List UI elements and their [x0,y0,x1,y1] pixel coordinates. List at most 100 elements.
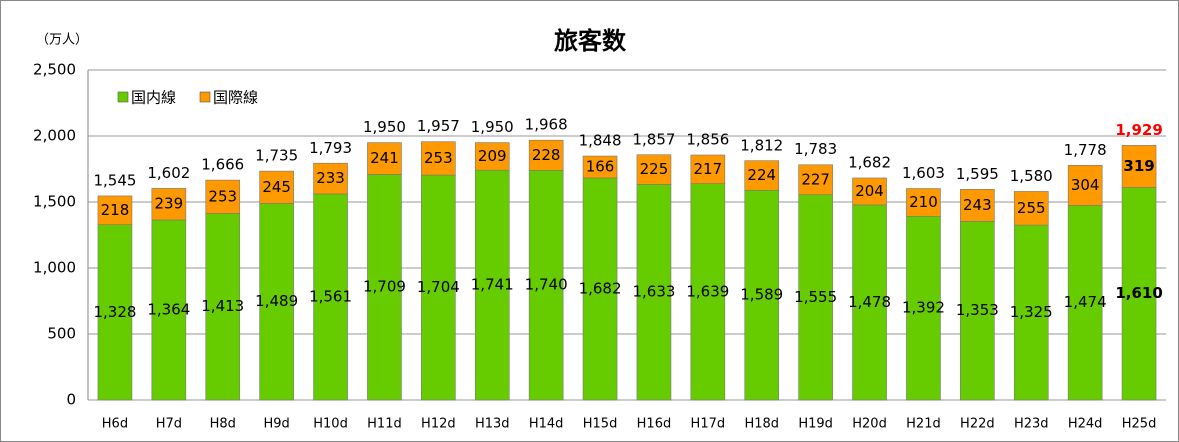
x-tick-label: H9d [263,417,289,432]
y-tick-label: 500 [47,325,76,343]
bar-segment [852,204,887,401]
total-label: 1,950 [471,118,514,136]
bar-segment [1067,205,1103,401]
total-label: 1,856 [686,131,729,149]
bar-segment [798,164,833,196]
y-tick-label: 2,500 [33,61,76,79]
data-label: 245 [262,178,291,196]
x-tick-label: H16d [637,417,672,432]
bar-segment [367,142,402,175]
total-label: 1,848 [579,132,622,150]
data-label: 1,392 [902,299,945,317]
data-label: 1,478 [848,293,891,311]
data-label: 1,561 [309,287,352,305]
data-label: 209 [478,147,507,165]
data-label: 1,682 [579,279,622,297]
x-tick-label: H8d [210,417,236,432]
bar-segment [852,177,887,206]
x-tick-label: H6d [102,417,128,432]
data-label: 1,589 [740,286,783,304]
bar-segment [151,188,187,221]
y-tick-label: 1,500 [33,193,76,211]
bar-segment [960,189,995,222]
bar-segment [582,155,618,179]
bar-segment [205,213,241,401]
bar-segment [474,169,510,401]
y-tick-label: 1,000 [33,259,76,277]
total-label: 1,580 [1010,167,1053,185]
data-label: 228 [532,146,561,164]
bar-segment [636,154,672,185]
data-label: 225 [640,160,669,178]
legend-label: 国際線 [213,89,258,107]
x-tick-label: H14d [529,417,564,432]
data-label: 1,704 [417,278,460,296]
bar-segment [1013,191,1049,226]
data-label: 204 [855,182,884,200]
bar-segment [906,188,941,217]
x-tick-label: H24d [1068,417,1103,432]
bar-segment [690,154,726,184]
total-label: 1,968 [525,116,568,134]
total-label: 1,545 [93,172,136,190]
x-tick-label: H21d [906,417,941,432]
total-label: 1,857 [632,130,675,148]
total-label: 1,793 [309,139,352,157]
x-tick-label: H22d [960,417,995,432]
data-label: 1,633 [632,283,675,301]
x-tick-label: H17d [691,417,726,432]
y-axis-label: （万人） [36,33,88,48]
data-label: 1,741 [471,276,514,294]
data-label: 166 [586,158,615,176]
bar-segment [259,203,294,401]
data-label: 255 [1017,199,1046,217]
legend-swatch [199,91,211,103]
bar-segment [528,139,564,171]
x-tick-label: H23d [1014,417,1049,432]
y-tick-label: 0 [66,391,76,409]
bar-segment [636,184,672,401]
data-label: 241 [370,149,399,167]
x-tick-label: H12d [421,417,456,432]
bar-segment [313,193,348,401]
data-label: 253 [424,149,453,167]
bar-segment [528,170,564,401]
data-label: 224 [747,166,776,184]
data-label: 1,328 [93,303,136,321]
bar-segment [582,177,618,401]
data-label: 1,353 [956,301,999,319]
data-label: 233 [316,169,345,187]
y-tick-label: 2,000 [33,127,76,145]
data-label: 243 [963,196,992,214]
bar-segment [1121,187,1157,401]
data-label: 253 [208,187,237,205]
data-label: 1,413 [201,297,244,315]
bar-segment [1013,224,1049,401]
data-label: 1,474 [1064,293,1107,311]
data-label: 319 [1123,157,1154,175]
total-label: 1,778 [1064,141,1107,159]
bar-segment [151,219,187,401]
chart-title: 旅客数 [554,27,627,55]
bar-segment [798,194,833,401]
total-label: 1,603 [902,164,945,182]
bar-segment [421,141,456,176]
total-label: 1,812 [740,136,783,154]
total-label: 1,602 [147,164,190,182]
data-label: 1,555 [794,288,837,306]
bar-segment [474,142,510,171]
bar-segment [906,215,941,401]
total-label: 1,783 [794,140,837,158]
x-tick-label: H13d [475,417,510,432]
bar-segment [690,183,726,401]
data-label: 1,709 [363,278,406,296]
bar-segment [1067,165,1103,206]
total-label: 1,735 [255,146,298,164]
data-label: 1,489 [255,292,298,310]
data-label: 239 [155,195,184,213]
bar-segment [367,174,402,401]
data-label: 304 [1071,176,1100,194]
bar-segment [744,160,780,191]
x-tick-label: H15d [583,417,618,432]
data-label: 1,364 [147,300,190,318]
